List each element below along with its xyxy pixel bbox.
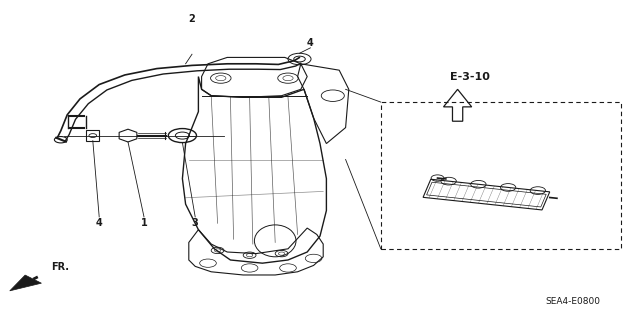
Bar	[381, 102, 621, 249]
Text: 4: 4	[307, 38, 314, 48]
Text: E-3-10: E-3-10	[451, 71, 490, 82]
Text: 2: 2	[189, 14, 195, 24]
Text: SEA4-E0800: SEA4-E0800	[545, 297, 600, 306]
Polygon shape	[10, 275, 42, 291]
Text: 1: 1	[141, 218, 147, 228]
Text: 4: 4	[96, 218, 102, 228]
Text: FR.: FR.	[51, 262, 69, 272]
Text: 3: 3	[192, 218, 198, 228]
